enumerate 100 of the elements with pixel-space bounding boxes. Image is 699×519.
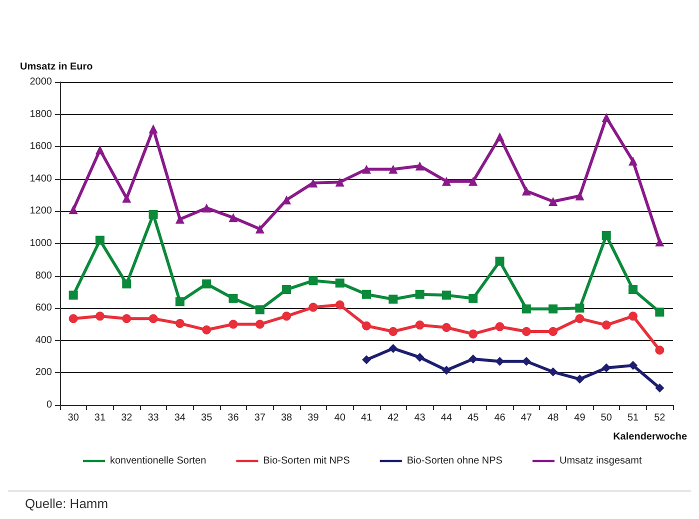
point [95,312,104,321]
point [442,322,451,332]
y-tick-label: 1600 [30,141,52,152]
point [655,237,664,246]
point [655,346,664,355]
point [68,205,78,214]
x-tick-label: 33 [148,412,160,424]
point [255,305,264,314]
point [548,367,558,376]
point [602,113,611,122]
point [202,279,212,288]
x-tick-label: 47 [520,412,532,424]
y-tick-label: 2000 [30,76,52,88]
point [122,194,132,203]
point [575,304,584,313]
point [522,304,531,314]
point [148,314,158,324]
x-tick-label: 43 [414,412,426,424]
legend-label: Bio-Sorten mit NPS [263,456,350,466]
y-tick-label: 1200 [30,206,52,217]
point [602,230,611,240]
point [575,374,584,384]
point [442,290,451,300]
point [388,164,398,174]
point [468,294,478,303]
point [442,366,451,375]
point [655,308,664,317]
point [308,302,318,312]
point [122,314,132,324]
point [228,294,238,303]
point [362,290,371,299]
point [415,161,424,170]
legend-label: Bio-Sorten ohne NPS [406,456,503,466]
point [388,294,398,304]
point [335,178,344,187]
point [362,164,371,174]
x-tick-label: 31 [94,412,106,424]
point [628,360,638,370]
point [228,320,238,329]
y-tick-label: 200 [35,367,52,378]
point [95,145,104,154]
point [308,276,318,286]
point [202,203,212,212]
point [628,312,638,321]
x-axis-title: Kalenderwoche [613,432,688,442]
point [575,191,584,200]
point [628,156,638,166]
x-tick-label: 32 [121,412,133,424]
point [548,327,558,336]
y-tick-label: 1400 [30,173,52,184]
point [362,355,371,364]
x-tick-label: 48 [548,412,560,424]
point [68,314,78,324]
point [202,325,212,334]
point [415,290,424,299]
x-tick-label: 44 [440,412,452,424]
x-tick-label: 52 [654,412,666,424]
point [148,124,158,134]
point [602,320,611,330]
point [602,363,611,372]
point [415,352,424,362]
legend-label: konventionelle Sorten [110,456,206,466]
point [175,318,184,328]
point [548,197,558,206]
point [495,132,504,142]
x-tick-label: 50 [600,412,612,424]
legend-label: Umsatz insgesamt [559,456,642,466]
point [495,322,504,332]
point [415,320,424,330]
x-tick-label: 35 [201,412,213,424]
point [308,178,318,188]
point [335,300,344,310]
point [575,314,584,324]
point [655,384,664,393]
point [68,290,78,300]
point [175,297,184,306]
x-tick-label: 51 [627,412,640,424]
x-tick-label: 36 [228,412,240,424]
point [255,320,264,329]
point [468,329,478,338]
y-tick-label: 800 [35,270,52,282]
point [522,327,531,336]
point [175,214,184,224]
y-axis-title: Umsatz in Euro [20,62,93,72]
point [282,312,292,321]
y-tick-label: 1000 [30,238,52,249]
x-tick-label: 30 [68,412,80,424]
point [495,256,504,266]
y-tick-label: 1800 [30,108,52,120]
y-tick-label: 600 [35,302,52,314]
point [628,285,638,294]
point [282,285,292,294]
point [95,236,104,245]
x-tick-label: 37 [254,412,266,424]
point [362,321,371,330]
x-tick-label: 45 [468,412,480,424]
point [522,186,531,196]
x-tick-label: 40 [334,412,346,424]
y-tick-label: 0 [46,400,52,410]
x-tick-label: 38 [280,412,293,424]
